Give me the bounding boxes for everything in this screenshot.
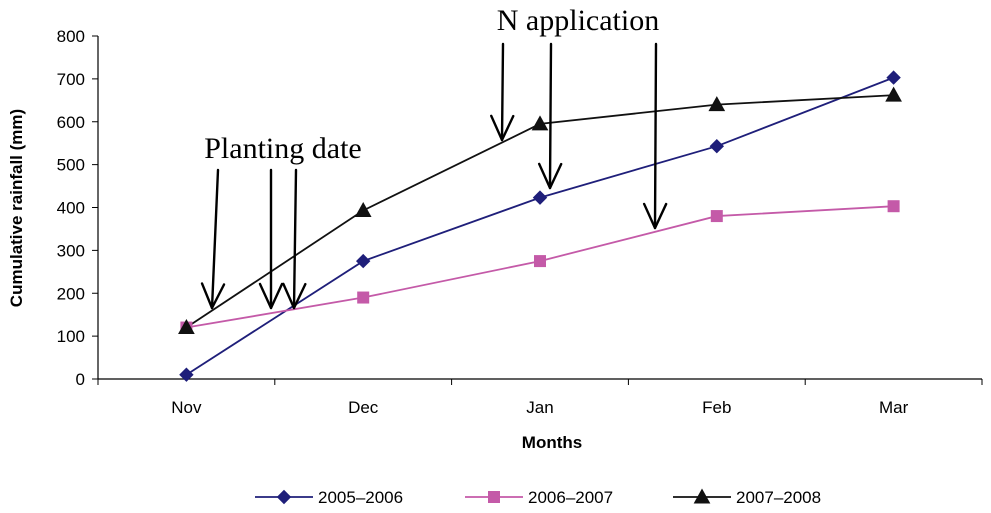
y-tick-label: 400 — [57, 199, 85, 218]
data-point — [886, 70, 901, 85]
data-point — [179, 367, 194, 382]
chart-axes — [97, 36, 982, 380]
annotation-arrow-head — [258, 282, 284, 310]
y-tick-label: 800 — [57, 27, 85, 46]
x-tick-label: Dec — [348, 398, 379, 417]
data-point — [534, 255, 546, 268]
data-point — [709, 138, 725, 154]
legend-label: 2005–2006 — [318, 488, 403, 507]
y-tick-label: 100 — [57, 327, 85, 346]
x-tick-label: Feb — [702, 398, 731, 417]
y-tick-label: 0 — [76, 370, 85, 389]
legend-label: 2006–2007 — [528, 488, 613, 507]
annotation-arrow-head — [537, 162, 563, 190]
annotation-arrow-shaft — [548, 42, 553, 190]
annotation-arrow-shaft — [210, 168, 220, 310]
annotation-n-application: N application — [497, 4, 659, 37]
annotation-arrow-shaft — [653, 42, 658, 230]
annotation-arrow-shaft — [292, 168, 298, 310]
y-tick-label: 700 — [57, 70, 85, 89]
y-tick-label: 300 — [57, 241, 85, 260]
annotation-arrow-head — [642, 202, 668, 230]
y-tick-label: 500 — [57, 156, 85, 175]
data-point — [532, 190, 548, 205]
x-tick-label: Nov — [171, 398, 202, 417]
legend-marker — [276, 489, 292, 505]
annotation-planting-date: Planting date — [204, 132, 361, 165]
data-point — [708, 96, 726, 112]
data-point — [885, 86, 902, 102]
data-point — [355, 253, 371, 269]
x-tick-label: Mar — [879, 398, 909, 417]
series-markers — [178, 70, 902, 382]
legend-marker — [693, 488, 711, 504]
chart-annotations: Planting date N application — [200, 4, 668, 310]
x-axis-title: Months — [522, 433, 582, 452]
annotation-arrow-head — [200, 282, 226, 310]
data-point — [710, 210, 723, 223]
chart-legend: 2005–2006 2006–2007 2007–2008 — [255, 488, 821, 507]
y-tick-label: 200 — [57, 284, 85, 303]
data-point — [357, 291, 370, 304]
annotation-arrow-head — [490, 114, 515, 142]
legend-marker — [488, 491, 500, 503]
data-point — [354, 201, 372, 218]
y-tick-label: 600 — [57, 113, 85, 132]
legend-label: 2007–2008 — [736, 488, 821, 507]
annotation-arrow-shaft — [500, 42, 505, 142]
data-point — [178, 319, 195, 335]
chart-ticks: 0 100 200 300 400 500 600 700 800 Nov Dec Jan Feb Mar — [57, 27, 983, 417]
annotation-arrow-head — [282, 282, 307, 310]
data-point — [531, 115, 549, 131]
y-axis-title: Cumulative rainfall (mm) — [7, 109, 26, 307]
x-tick-label: Jan — [526, 398, 553, 417]
data-point — [887, 200, 900, 213]
